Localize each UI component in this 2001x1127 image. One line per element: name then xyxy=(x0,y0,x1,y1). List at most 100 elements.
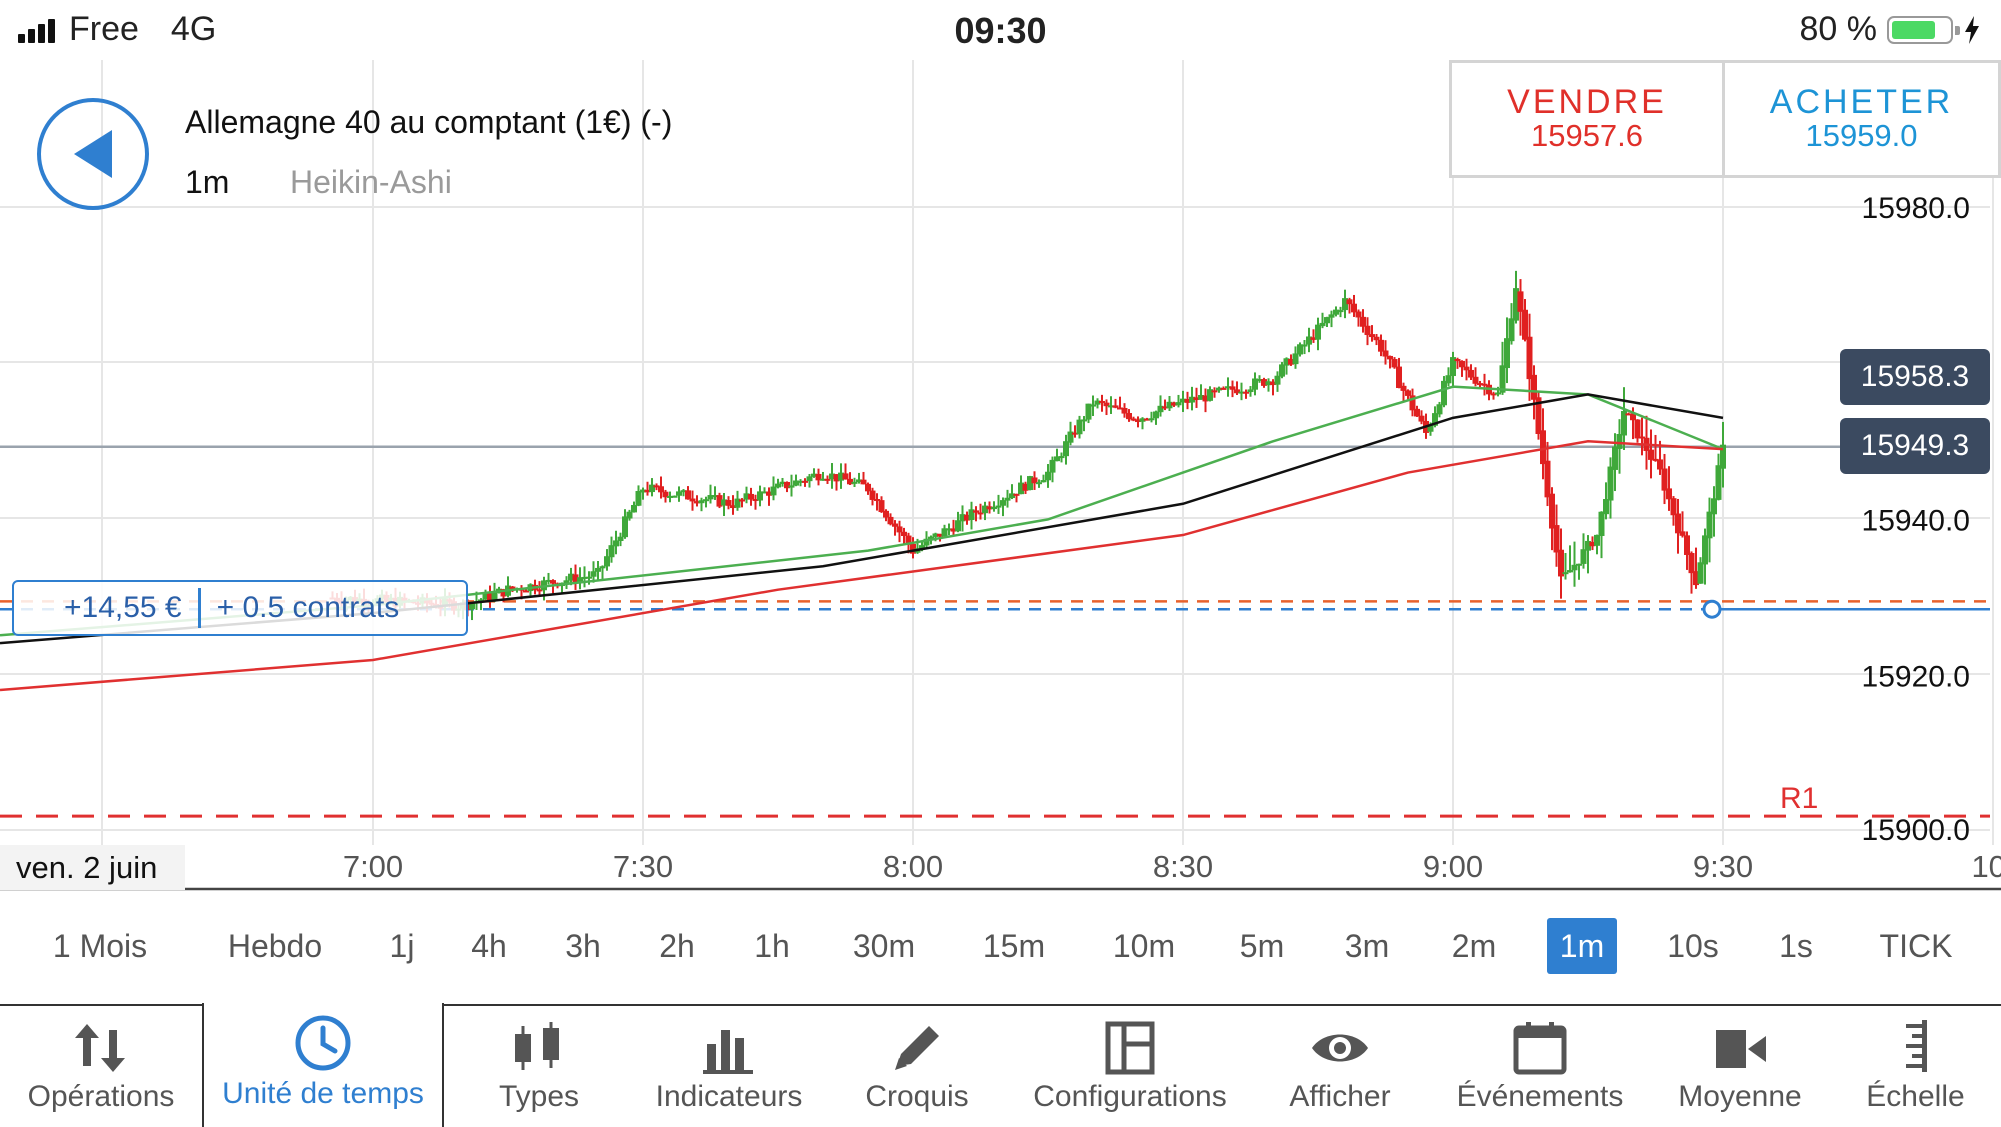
candle-body xyxy=(1027,476,1033,491)
buy-button[interactable]: ACHETER 15959.0 xyxy=(1725,60,2001,178)
toolbar-label: Types xyxy=(498,1080,580,1113)
toolbar-layout-button[interactable]: Configurations xyxy=(1010,1006,1250,1127)
candle-body xyxy=(1562,572,1569,575)
timeframe-2m[interactable]: 2m xyxy=(1451,928,1497,964)
timeframe-2h[interactable]: 2h xyxy=(659,928,695,964)
candle-body xyxy=(1117,407,1123,410)
candle-body xyxy=(1630,413,1636,421)
moving-average-red xyxy=(0,440,1724,692)
y-tick-1: 15940.0 xyxy=(1862,504,1970,537)
toolbar-calendar-button[interactable]: Événements xyxy=(1430,1006,1650,1127)
battery-percent: 80 % xyxy=(1799,10,1878,48)
candle-body xyxy=(1139,418,1146,422)
candle-body xyxy=(1463,366,1470,371)
candle-body xyxy=(1265,381,1272,386)
candle-body xyxy=(1652,458,1659,461)
candle-body xyxy=(626,511,633,519)
candle-body xyxy=(1103,402,1110,407)
toolbar-clock-button[interactable]: Unité de temps xyxy=(202,1003,444,1127)
candle-body xyxy=(1157,405,1164,413)
candle-body xyxy=(581,576,588,579)
candle-body xyxy=(1535,397,1542,435)
battery-icon xyxy=(1887,15,1960,44)
candle-body xyxy=(1135,419,1141,423)
candle-body xyxy=(1450,357,1456,377)
candle-body xyxy=(856,479,862,483)
candle-body xyxy=(1072,432,1078,435)
toolbar-swap-arrows-button[interactable]: Opérations xyxy=(0,1006,202,1127)
toolbar-ruler-button[interactable]: Échelle xyxy=(1830,1006,2001,1127)
candle-body xyxy=(869,490,876,500)
timeframe-1j[interactable]: 1j xyxy=(389,928,415,964)
toolbar-pencil-button[interactable]: Croquis xyxy=(824,1006,1010,1127)
timeframe-10s[interactable]: 10s xyxy=(1667,928,1719,964)
timeframe-5m[interactable]: 5m xyxy=(1239,928,1285,964)
candle-body xyxy=(1459,360,1465,368)
timeframe-tick[interactable]: TICK xyxy=(1879,928,1953,964)
candle-body xyxy=(1108,405,1114,408)
candle-body xyxy=(694,501,700,504)
candle-body xyxy=(1333,309,1339,315)
candle-body xyxy=(824,478,831,481)
candle-body xyxy=(712,495,718,498)
candle-body xyxy=(1445,375,1452,384)
candle-body xyxy=(1364,325,1371,336)
candle-body xyxy=(1481,383,1488,386)
candle-body xyxy=(1094,400,1101,405)
candle-body xyxy=(1504,338,1510,369)
toolbar-candles-button[interactable]: Types xyxy=(444,1006,634,1127)
candle-body xyxy=(1603,499,1609,515)
layout-icon xyxy=(1010,1006,1250,1076)
instrument-title[interactable]: Allemagne 40 au comptant (1€) (-) xyxy=(185,104,673,140)
candle-body xyxy=(1306,336,1312,345)
candle-body xyxy=(1045,471,1051,481)
timeframe-1m[interactable]: 1m xyxy=(1547,918,1617,974)
candle-body xyxy=(1054,456,1060,462)
candle-body xyxy=(1405,390,1411,396)
candle-body xyxy=(1292,353,1299,365)
toolbar-bar-chart-button[interactable]: Indicateurs xyxy=(634,1006,824,1127)
timeframe-15m[interactable]: 15m xyxy=(982,928,1046,964)
candle-body xyxy=(1081,419,1087,422)
candle-body xyxy=(1324,317,1330,324)
candle-body xyxy=(1166,401,1173,409)
toolbar-eye-button[interactable]: Afficher xyxy=(1250,1006,1430,1127)
candle-body xyxy=(1454,358,1461,362)
candle-body xyxy=(536,589,543,592)
timeframe-1h[interactable]: 1h xyxy=(754,928,790,964)
pencil-icon xyxy=(824,1006,1010,1076)
toolbar-camera-button[interactable]: Moyenne xyxy=(1650,1006,1830,1127)
candle-body xyxy=(1634,419,1641,439)
candle-body xyxy=(1571,564,1578,571)
candle-body xyxy=(1225,386,1231,389)
timeframe-30m[interactable]: 30m xyxy=(852,928,916,964)
last-price-marker xyxy=(1702,599,1722,619)
toolbar-label: Moyenne xyxy=(1678,1080,1802,1113)
position-badge[interactable]: +14,55 € + 0.5 contrats xyxy=(12,580,468,636)
toolbar-label: Opérations xyxy=(27,1080,175,1113)
price-chart[interactable]: R1 15980.0 15940.0 15920.0 15900.0 7:00 7:30 8:… xyxy=(0,0,2001,900)
sell-label: VENDRE xyxy=(1507,83,1667,121)
candle-body xyxy=(829,473,835,480)
status-bar-left: Free 4G xyxy=(18,10,216,49)
timeframe-4h[interactable]: 4h xyxy=(471,928,507,964)
timeframe-1-mois[interactable]: 1 Mois xyxy=(52,928,148,964)
candle-body xyxy=(757,491,763,501)
timeframe-3m[interactable]: 3m xyxy=(1344,928,1390,964)
timeframe-3h[interactable]: 3h xyxy=(565,928,601,964)
candle-body xyxy=(689,498,696,502)
candle-body xyxy=(1688,553,1695,574)
candle-body xyxy=(1598,511,1605,536)
candle-body xyxy=(991,506,997,510)
sell-button[interactable]: VENDRE 15957.6 xyxy=(1449,60,1725,178)
timeframe-1s[interactable]: 1s xyxy=(1779,928,1813,964)
candle-body xyxy=(734,498,741,508)
candle-body xyxy=(721,499,727,506)
candle-body xyxy=(1049,459,1056,473)
back-button[interactable] xyxy=(37,98,149,210)
timeframe-10m[interactable]: 10m xyxy=(1112,928,1176,964)
candle-body xyxy=(1211,390,1218,393)
candle-body xyxy=(1153,411,1159,419)
candle-body xyxy=(842,473,849,480)
timeframe-hebdo[interactable]: Hebdo xyxy=(227,928,323,964)
